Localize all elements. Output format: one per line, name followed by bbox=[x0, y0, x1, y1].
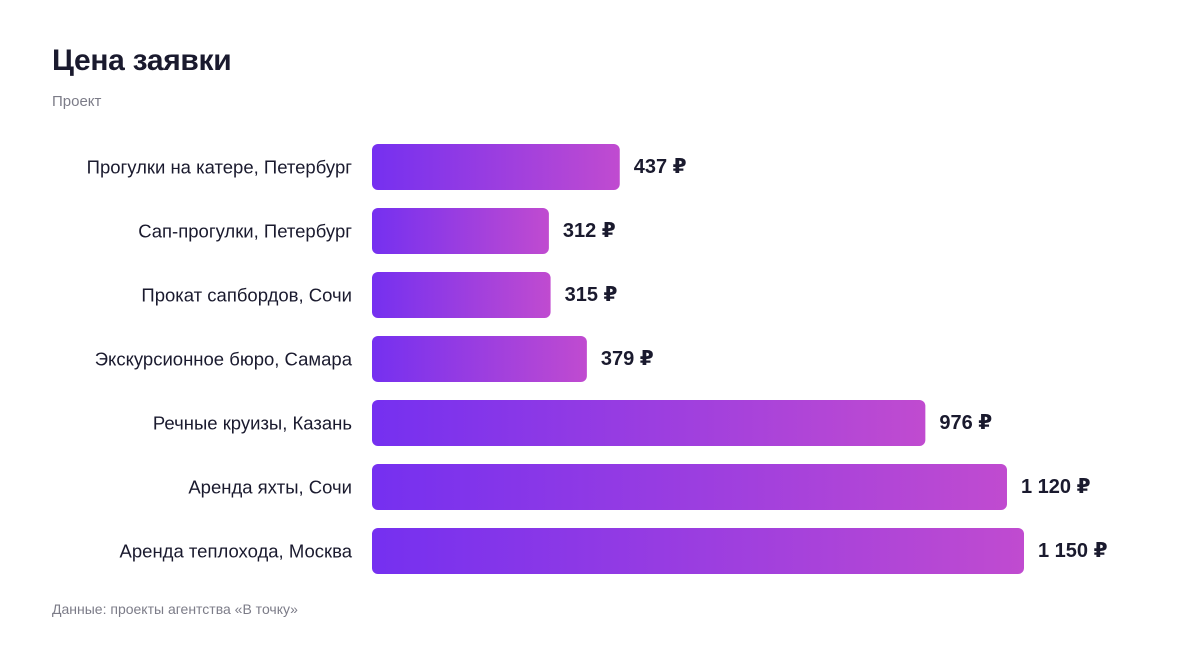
value-label: 1 120 ₽ bbox=[1021, 476, 1091, 498]
value-label: 976 ₽ bbox=[939, 412, 992, 434]
value-label: 1 150 ₽ bbox=[1038, 540, 1108, 562]
bar bbox=[372, 400, 926, 446]
bars-group: Прогулки на катере, Петербург 437 ₽ Сап-пр… bbox=[87, 144, 1108, 574]
bar bbox=[372, 144, 620, 190]
value-label: 312 ₽ bbox=[563, 220, 616, 242]
bar bbox=[372, 272, 551, 318]
chart-title: Цена заявки bbox=[52, 44, 232, 77]
value-label: 315 ₽ bbox=[565, 284, 618, 306]
category-label: Речные круизы, Казань bbox=[153, 413, 352, 434]
value-label: 379 ₽ bbox=[601, 348, 654, 370]
value-label: 437 ₽ bbox=[634, 156, 687, 178]
data-source-note: Данные: проекты агентства «В точку» bbox=[52, 601, 298, 617]
bar bbox=[372, 464, 1007, 510]
category-label: Экскурсионное бюро, Самара bbox=[95, 349, 353, 370]
category-label: Прокат сапбордов, Сочи bbox=[141, 285, 352, 306]
category-label: Сап-прогулки, Петербург bbox=[138, 221, 352, 242]
category-label: Аренда теплохода, Москва bbox=[120, 541, 353, 562]
bar bbox=[372, 208, 549, 254]
category-label: Аренда яхты, Сочи bbox=[188, 477, 352, 498]
bar bbox=[372, 336, 587, 382]
bar bbox=[372, 528, 1024, 574]
category-label: Прогулки на катере, Петербург bbox=[87, 157, 353, 178]
chart-subtitle: Проект bbox=[52, 93, 102, 110]
